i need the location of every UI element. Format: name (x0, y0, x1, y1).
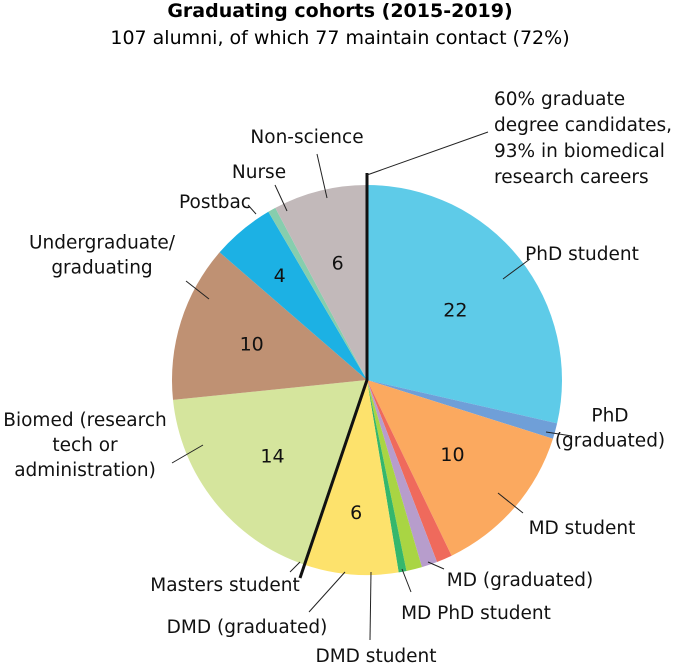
leader-line (401, 568, 412, 593)
leader-line (427, 561, 445, 570)
leader-line (316, 153, 328, 199)
leader-lines (171, 153, 573, 641)
leader-line (545, 431, 573, 437)
slice-value-label: 10 (440, 444, 464, 466)
leader-line (502, 258, 531, 280)
divider-line (298, 173, 369, 579)
graduate-degree-divider (298, 173, 369, 579)
slice-category-label: MD student (529, 518, 636, 539)
slice-value-label: 6 (350, 502, 362, 524)
leader-line (308, 571, 346, 613)
slice-category-labels: PhD student PhD (graduated) MD student MD (g… (3, 127, 665, 665)
leader-line (289, 561, 301, 573)
annotation-text: 60% graduate degree candidates, 93% in bio… (494, 89, 672, 188)
pie-slice (171, 252, 367, 400)
slice-category-label: Biomed (research tech or administration) (3, 410, 166, 481)
pie-slice (173, 380, 367, 565)
slice-value-label: 4 (274, 265, 286, 287)
slice-category-label: MD (graduated) (447, 570, 593, 591)
pie-slice (367, 185, 562, 424)
slice-category-label: PhD student (525, 244, 639, 265)
pie-slice (367, 380, 438, 568)
leader-line (497, 492, 524, 514)
slice-category-label: Nurse (232, 162, 286, 183)
slice-value-label: 10 (240, 334, 264, 356)
slice-category-label: PhD (graduated) (555, 406, 665, 452)
annotation: 60% graduate degree candidates, 93% in bio… (366, 89, 672, 188)
slice-value-labels: 22 10 6 14 10 4 6 (240, 253, 468, 525)
pie-slice (219, 211, 367, 380)
pie-slice (268, 207, 367, 380)
slice-category-label: Non-science (250, 127, 363, 148)
pie-slices (171, 185, 562, 575)
slice-category-label: Masters student (150, 575, 299, 596)
leader-line (274, 184, 288, 212)
pie-slice (275, 185, 367, 380)
pie-slice (367, 380, 558, 439)
leader-line (369, 571, 372, 641)
leader-line (247, 204, 257, 215)
chart-subtitle: 107 alumni, of which 77 maintain contact… (110, 27, 569, 49)
leader-line (185, 280, 210, 300)
slice-category-label: DMD student (315, 646, 436, 665)
annotation-leader-line (366, 131, 489, 176)
leader-line (171, 444, 204, 464)
chart-title: Graduating cohorts (2015-2019) (167, 0, 512, 22)
pie-slice (304, 380, 399, 575)
pie-slice (367, 380, 407, 573)
slice-value-label: 6 (332, 253, 344, 275)
slice-category-label: Postbac (179, 192, 251, 213)
slice-category-label: DMD (graduated) (167, 617, 328, 638)
slice-category-label: MD PhD student (401, 603, 551, 624)
pie-slice (367, 380, 422, 571)
slice-category-label: Undergraduate/graduating (29, 233, 176, 279)
slice-value-label: 14 (260, 445, 284, 467)
slice-value-label: 22 (443, 300, 467, 322)
pie-slice (367, 380, 553, 556)
pie-slice (367, 380, 452, 562)
